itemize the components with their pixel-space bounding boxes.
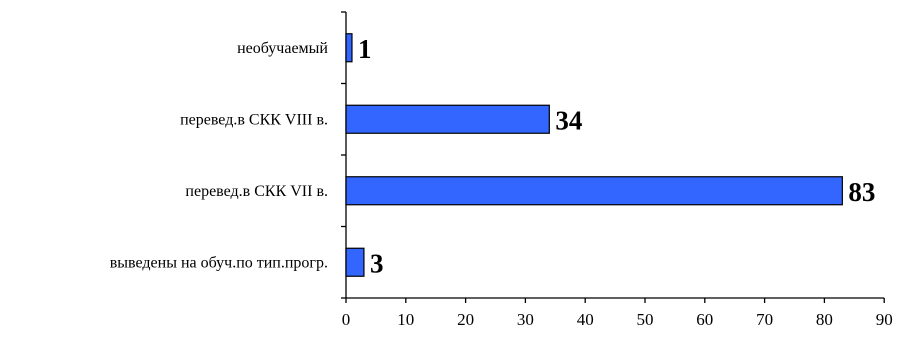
bar xyxy=(345,33,353,63)
category-label: необучаемый xyxy=(237,40,328,57)
x-tick-label: 80 xyxy=(816,310,833,329)
category-label: перевед.в СКК VII в. xyxy=(185,183,328,200)
data-label: 83 xyxy=(848,177,875,207)
bar xyxy=(345,247,365,277)
x-tick-label: 30 xyxy=(517,310,534,329)
data-label: 3 xyxy=(370,248,384,278)
data-label: 1 xyxy=(358,34,372,64)
x-tick-label: 90 xyxy=(876,310,893,329)
x-tick-label: 50 xyxy=(637,310,654,329)
x-tick-label: 0 xyxy=(342,310,351,329)
category-label: перевед.в СКК VIII в. xyxy=(180,111,328,128)
bar xyxy=(345,104,550,134)
x-tick-label: 10 xyxy=(397,310,414,329)
bar xyxy=(345,176,843,206)
x-tick-label: 40 xyxy=(577,310,594,329)
x-tick-label: 70 xyxy=(756,310,773,329)
category-label: выведены на обуч.по тип.прогр. xyxy=(110,254,328,271)
data-label: 34 xyxy=(555,105,582,135)
x-tick-label: 60 xyxy=(696,310,713,329)
x-tick-label: 20 xyxy=(457,310,474,329)
